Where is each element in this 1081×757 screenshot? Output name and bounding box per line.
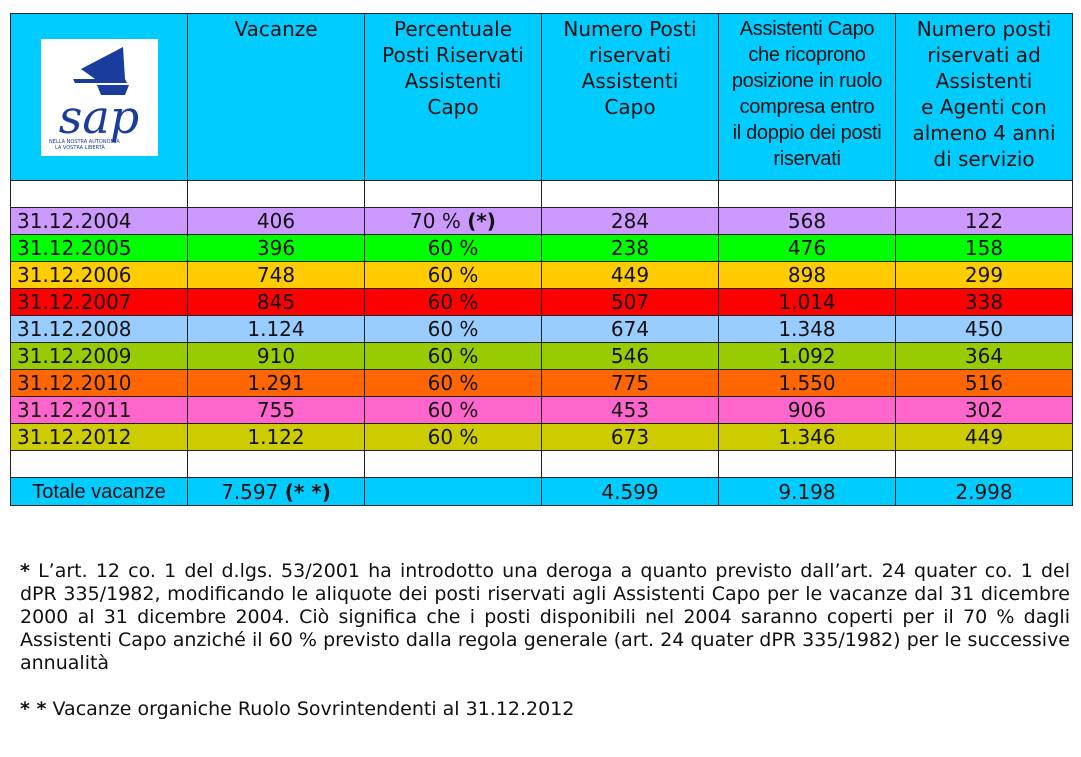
row-posti: 449 xyxy=(541,261,719,289)
row-agenti: 299 xyxy=(895,261,1073,289)
row-posti: 507 xyxy=(541,288,719,316)
row-date: 31.12.2010 xyxy=(10,369,188,397)
row-posti: 674 xyxy=(541,315,719,343)
table-row: 31.12.2012 1.122 60 % 673 1.346 449 xyxy=(10,423,1073,451)
svg-text:NELLA NOSTRA AUTONOMIA: NELLA NOSTRA AUTONOMIA xyxy=(49,139,120,145)
row-agenti: 449 xyxy=(895,423,1073,451)
svg-text:sap: sap xyxy=(58,90,138,144)
row-vacanze: 406 xyxy=(187,207,365,235)
row-agenti: 302 xyxy=(895,396,1073,424)
row-date: 31.12.2004 xyxy=(10,207,188,235)
svg-text:LA VOSTRA LIBERTÀ: LA VOSTRA LIBERTÀ xyxy=(55,144,105,151)
header-row: sap NELLA NOSTRA AUTONOMIA LA VOSTRA LIB… xyxy=(10,13,1073,181)
footnote-1: * L’art. 12 co. 1 del d.lgs. 53/2001 ha … xyxy=(20,560,1070,674)
row-vacanze: 748 xyxy=(187,261,365,289)
row-percentuale: 60 % xyxy=(364,288,542,316)
row-date: 31.12.2006 xyxy=(10,261,188,289)
row-date: 31.12.2008 xyxy=(10,315,188,343)
sap-logo-icon: sap NELLA NOSTRA AUTONOMIA LA VOSTRA LIB… xyxy=(49,46,139,151)
row-vacanze: 1.124 xyxy=(187,315,365,343)
row-percentuale: 60 % xyxy=(364,315,542,343)
row-percentuale: 70 % (*) xyxy=(364,207,542,235)
row-agenti: 516 xyxy=(895,369,1073,397)
footnotes: * L’art. 12 co. 1 del d.lgs. 53/2001 ha … xyxy=(20,560,1070,721)
row-vacanze: 910 xyxy=(187,342,365,370)
total-row: Totale vacanze 7.597 (* *) 4.599 9.198 2… xyxy=(10,477,1073,506)
logo-cell: sap NELLA NOSTRA AUTONOMIA LA VOSTRA LIB… xyxy=(10,13,188,181)
header-numero-posti: Numero Posti riservati Assistenti Capo xyxy=(541,13,719,181)
row-date: 31.12.2005 xyxy=(10,234,188,262)
row-vacanze: 1.122 xyxy=(187,423,365,451)
percentuale-note: (*) xyxy=(467,209,496,233)
row-vacanze: 396 xyxy=(187,234,365,262)
row-capo: 476 xyxy=(718,234,896,262)
spacer-row xyxy=(10,450,1073,478)
row-posti: 546 xyxy=(541,342,719,370)
table-row: 31.12.2011 755 60 % 453 906 302 xyxy=(10,396,1073,424)
row-percentuale: 60 % xyxy=(364,342,542,370)
row-posti: 284 xyxy=(541,207,719,235)
row-date: 31.12.2012 xyxy=(10,423,188,451)
total-posti: 4.599 xyxy=(541,477,719,506)
header-percentuale: Percentuale Posti Riservati Assistenti Cap… xyxy=(364,13,542,181)
total-label: Totale vacanze xyxy=(10,477,188,506)
table-row: 31.12.2010 1.291 60 % 775 1.550 516 xyxy=(10,369,1073,397)
row-date: 31.12.2009 xyxy=(10,342,188,370)
table-row: 31.12.2005 396 60 % 238 476 158 xyxy=(10,234,1073,262)
row-date: 31.12.2007 xyxy=(10,288,188,316)
row-posti: 453 xyxy=(541,396,719,424)
row-capo: 1.346 xyxy=(718,423,896,451)
table-row: 31.12.2008 1.124 60 % 674 1.348 450 xyxy=(10,315,1073,343)
row-agenti: 450 xyxy=(895,315,1073,343)
header-vacanze: Vacanze xyxy=(187,13,365,181)
row-posti: 775 xyxy=(541,369,719,397)
row-agenti: 338 xyxy=(895,288,1073,316)
header-numero-posti-agenti: Numero posti riservati ad Assistenti e Age… xyxy=(895,13,1073,181)
row-date: 31.12.2011 xyxy=(10,396,188,424)
sap-logo: sap NELLA NOSTRA AUTONOMIA LA VOSTRA LIB… xyxy=(40,38,158,156)
row-capo: 906 xyxy=(718,396,896,424)
row-capo: 1.092 xyxy=(718,342,896,370)
row-capo: 898 xyxy=(718,261,896,289)
row-vacanze: 1.291 xyxy=(187,369,365,397)
row-vacanze: 755 xyxy=(187,396,365,424)
row-capo: 1.014 xyxy=(718,288,896,316)
row-agenti: 158 xyxy=(895,234,1073,262)
table-row: 31.12.2004 406 70 % (*) 284 568 122 xyxy=(10,207,1073,235)
row-percentuale: 60 % xyxy=(364,369,542,397)
row-posti: 238 xyxy=(541,234,719,262)
spacer-row xyxy=(10,180,1073,208)
total-percentuale xyxy=(364,477,542,506)
table-row: 31.12.2007 845 60 % 507 1.014 338 xyxy=(10,288,1073,316)
total-vacanze-note: (* *) xyxy=(284,479,331,504)
table-row: 31.12.2006 748 60 % 449 898 299 xyxy=(10,261,1073,289)
total-vacanze: 7.597 (* *) xyxy=(187,477,365,506)
vacancies-table: sap NELLA NOSTRA AUTONOMIA LA VOSTRA LIB… xyxy=(10,13,1073,506)
row-percentuale: 60 % xyxy=(364,261,542,289)
total-agenti: 2.998 xyxy=(895,477,1073,506)
row-vacanze: 845 xyxy=(187,288,365,316)
row-capo: 1.348 xyxy=(718,315,896,343)
row-capo: 1.550 xyxy=(718,369,896,397)
row-posti: 673 xyxy=(541,423,719,451)
total-capo: 9.198 xyxy=(718,477,896,506)
row-percentuale: 60 % xyxy=(364,396,542,424)
row-percentuale: 60 % xyxy=(364,423,542,451)
row-percentuale: 60 % xyxy=(364,234,542,262)
table-row: 31.12.2009 910 60 % 546 1.092 364 xyxy=(10,342,1073,370)
row-capo: 568 xyxy=(718,207,896,235)
row-agenti: 364 xyxy=(895,342,1073,370)
row-agenti: 122 xyxy=(895,207,1073,235)
header-assistenti-capo: Assistenti Capo che ricoprono posizione i… xyxy=(718,13,896,181)
footnote-2: * * Vacanze organiche Ruolo Sovrintenden… xyxy=(20,698,575,720)
